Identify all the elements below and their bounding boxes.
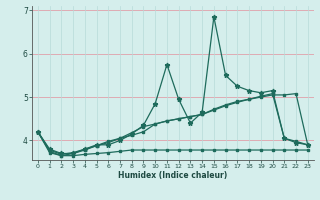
X-axis label: Humidex (Indice chaleur): Humidex (Indice chaleur) <box>118 171 228 180</box>
